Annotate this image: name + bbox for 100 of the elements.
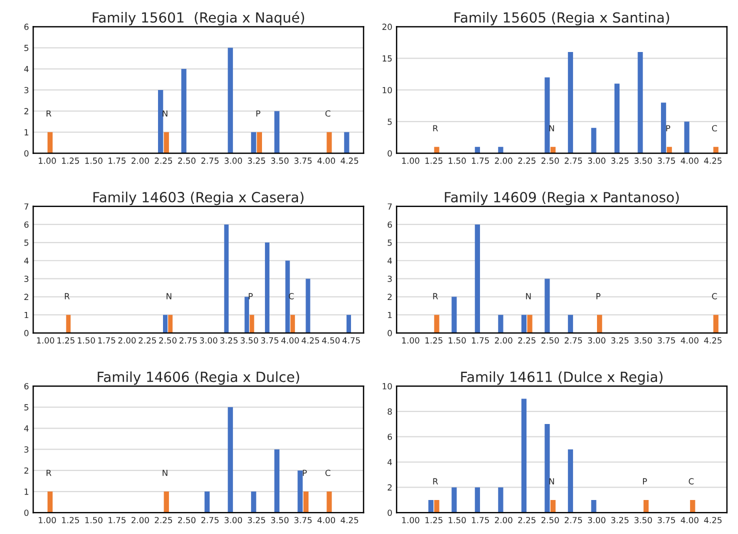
bar bbox=[568, 449, 574, 513]
y-tick-label: 0 bbox=[24, 330, 28, 336]
chart-title: Family 15601 (Regia x Naqué) bbox=[92, 11, 304, 26]
bar bbox=[346, 314, 352, 333]
bar bbox=[251, 132, 256, 154]
x-tick-label: 3.50 bbox=[634, 158, 652, 164]
x-tick-label: 4.25 bbox=[340, 516, 358, 524]
bar bbox=[434, 146, 440, 154]
bar bbox=[638, 52, 643, 154]
y-tick-label: 15 bbox=[382, 55, 392, 62]
y-tick-label: 5 bbox=[24, 404, 28, 410]
x-tick-label: 4.25 bbox=[340, 158, 358, 164]
annotation: N bbox=[162, 470, 168, 476]
x-tick-label: 2.00 bbox=[132, 516, 149, 524]
annotation: R bbox=[433, 293, 438, 300]
y-tick-label: 4 bbox=[24, 425, 29, 432]
x-tick-label: 2.50 bbox=[541, 337, 559, 344]
x-tick-label: 2.50 bbox=[541, 158, 559, 164]
bar bbox=[164, 132, 169, 154]
y-tick-label: 20 bbox=[382, 24, 392, 30]
x-tick-label: 3.75 bbox=[261, 337, 278, 344]
x-tick-label: 1.75 bbox=[472, 337, 489, 344]
annotation: R bbox=[46, 110, 52, 117]
bar bbox=[550, 500, 556, 513]
x-tick-label: 2.00 bbox=[494, 337, 512, 344]
x-tick-label: 3.75 bbox=[658, 337, 675, 344]
y-tick-label: 0 bbox=[388, 330, 392, 336]
y-tick-label: 5 bbox=[24, 44, 28, 52]
x-tick-label: 4.00 bbox=[680, 337, 698, 344]
x-tick-label: 4.75 bbox=[342, 337, 360, 344]
bar bbox=[290, 314, 295, 333]
y-tick-label: 0 bbox=[24, 150, 28, 157]
x-tick-label: 2.25 bbox=[518, 516, 536, 524]
bar bbox=[264, 242, 270, 333]
bar bbox=[591, 128, 596, 154]
x-tick-label: 3.25 bbox=[611, 516, 628, 524]
x-tick-label: 4.25 bbox=[704, 158, 722, 164]
annotation: P bbox=[302, 470, 307, 476]
bar bbox=[48, 132, 53, 154]
bar bbox=[434, 500, 440, 513]
y-tick-label: 5 bbox=[388, 118, 392, 125]
annotation: P bbox=[248, 293, 253, 300]
x-tick-label: 2.50 bbox=[178, 516, 196, 524]
y-tick-label: 1 bbox=[24, 488, 28, 495]
bar bbox=[498, 146, 504, 154]
bar bbox=[428, 500, 434, 513]
x-tick-label: 4.50 bbox=[322, 337, 340, 344]
bar bbox=[660, 102, 666, 154]
chart-title: Family 14609 (Regia x Pantanoso) bbox=[444, 192, 679, 206]
x-tick-label: 1.50 bbox=[78, 337, 95, 344]
y-tick-label: 0 bbox=[388, 510, 392, 516]
bar bbox=[474, 487, 480, 513]
x-tick-label: 2.00 bbox=[132, 158, 149, 164]
x-tick-label: 1.75 bbox=[472, 517, 489, 524]
x-tick-label: 3.00 bbox=[224, 158, 242, 164]
x-tick-label: 3.75 bbox=[294, 158, 312, 164]
x-tick-label: 3.00 bbox=[224, 516, 242, 524]
y-tick-label: 7 bbox=[388, 203, 392, 210]
bar bbox=[684, 122, 690, 154]
annotation: R bbox=[64, 293, 70, 300]
bar bbox=[544, 424, 550, 513]
bar bbox=[452, 487, 457, 513]
x-tick-label: 1.50 bbox=[85, 516, 102, 524]
y-tick-label: 6 bbox=[388, 221, 392, 228]
chart-title: Family 14606 (Regia x Dulce) bbox=[98, 371, 300, 385]
y-tick-label: 5 bbox=[24, 240, 28, 246]
y-tick-label: 6 bbox=[24, 24, 29, 30]
bar bbox=[544, 77, 550, 154]
x-tick-label: 3.75 bbox=[658, 516, 675, 524]
x-tick-label: 2.25 bbox=[138, 337, 156, 344]
x-tick-label: 1.00 bbox=[402, 516, 420, 524]
x-tick-label: 2.00 bbox=[118, 337, 136, 344]
x-tick-label: 1.25 bbox=[57, 337, 74, 344]
x-tick-label: 3.00 bbox=[588, 158, 606, 164]
x-tick-label: 1.75 bbox=[98, 337, 116, 344]
x-tick-label: 1.25 bbox=[425, 516, 442, 524]
annotation: N bbox=[526, 293, 531, 300]
x-tick-label: 2.00 bbox=[494, 516, 512, 524]
x-tick-label: 4.00 bbox=[317, 516, 336, 524]
bar bbox=[168, 314, 173, 333]
x-tick-label: 3.25 bbox=[248, 158, 266, 164]
x-tick-label: 3.50 bbox=[634, 337, 652, 344]
x-tick-label: 1.50 bbox=[85, 158, 102, 164]
y-tick-label: 2 bbox=[24, 467, 28, 474]
x-tick-label: 3.00 bbox=[200, 337, 218, 344]
y-tick-label: 6 bbox=[24, 221, 29, 228]
y-tick-label: 6 bbox=[388, 434, 392, 440]
y-tick-label: 2 bbox=[24, 294, 28, 300]
bar bbox=[285, 260, 290, 333]
x-tick-label: 1.00 bbox=[37, 337, 54, 344]
annotation: P bbox=[596, 293, 600, 300]
bar bbox=[224, 224, 229, 333]
annotation: C bbox=[712, 293, 717, 300]
bar bbox=[164, 492, 169, 513]
x-tick-label: 1.75 bbox=[472, 158, 489, 164]
bar bbox=[474, 224, 480, 333]
bar bbox=[498, 487, 504, 513]
y-tick-label: 0 bbox=[388, 150, 392, 157]
x-tick-label: 4.00 bbox=[680, 516, 698, 524]
x-tick-label: 2.75 bbox=[180, 337, 197, 344]
